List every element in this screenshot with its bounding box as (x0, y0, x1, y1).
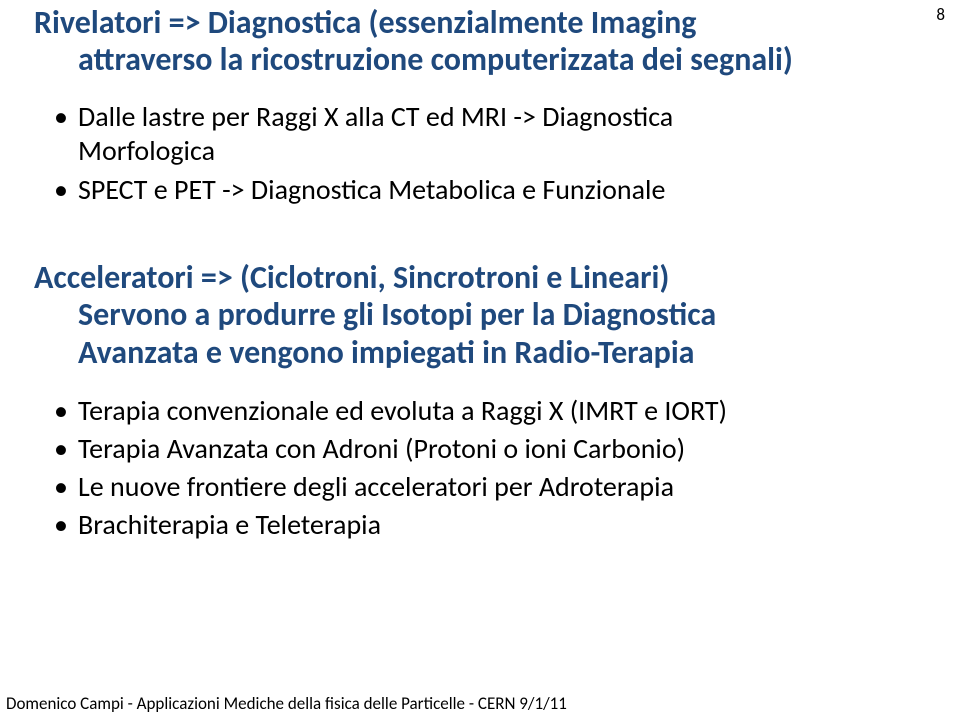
subtitle-line-2: Servono a produrre gli Isotopi per la Di… (34, 296, 925, 334)
list-item: Brachiterapia e Teleterapia (54, 508, 925, 542)
bullet-a-0-line2: Morfologica (78, 134, 925, 168)
bullet-list-b: Terapia convenzionale ed evoluta a Raggi… (34, 394, 925, 543)
bullet-list-a: Dalle lastre per Raggi X alla CT ed MRI … (34, 100, 925, 206)
list-item: SPECT e PET -> Diagnostica Metabolica e … (54, 173, 925, 207)
subtitle-line-1: Acceleratori => (Ciclotroni, Sincrotroni… (34, 258, 669, 297)
list-item: Terapia Avanzata con Adroni (Protoni o i… (54, 432, 925, 466)
bullet-b-2: Le nuove frontiere degli acceleratori pe… (78, 469, 674, 504)
slide: 8 Rivelatori => Diagnostica (essenzialme… (0, 0, 959, 720)
page-number: 8 (936, 4, 945, 25)
bullet-b-0: Terapia convenzionale ed evoluta a Raggi… (78, 393, 727, 428)
list-item: Le nuove frontiere degli acceleratori pe… (54, 470, 925, 504)
title-line-2: attraverso la ricostruzione computerizza… (34, 41, 865, 78)
bullet-b-3: Brachiterapia e Teleterapia (78, 507, 381, 542)
subtitle-line-3: Avanzata e vengono impiegati in Radio-Te… (34, 334, 925, 372)
bullet-a-0-line1: Dalle lastre per Raggi X alla CT ed MRI … (78, 99, 673, 134)
bullet-b-1: Terapia Avanzata con Adroni (Protoni o i… (78, 431, 685, 466)
bullet-a-1-line1: SPECT e PET -> Diagnostica Metabolica e … (78, 172, 665, 207)
slide-footer: Domenico Campi - Applicazioni Mediche de… (6, 693, 567, 714)
slide-title: Rivelatori => Diagnostica (essenzialment… (34, 4, 925, 78)
title-line-1: Rivelatori => Diagnostica (essenzialment… (34, 3, 696, 42)
list-item: Terapia convenzionale ed evoluta a Raggi… (54, 394, 925, 428)
list-item: Dalle lastre per Raggi X alla CT ed MRI … (54, 100, 925, 168)
slide-subtitle: Acceleratori => (Ciclotroni, Sincrotroni… (34, 259, 925, 372)
